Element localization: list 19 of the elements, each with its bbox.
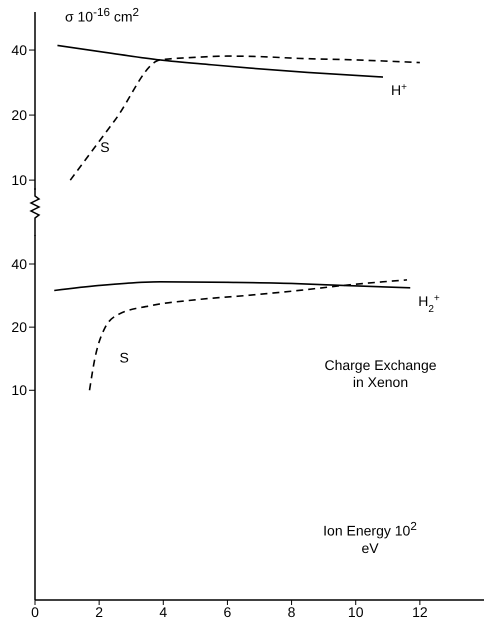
series-label: S [100,139,110,156]
y-axis-title: σ 10$^{-16}$ cm$^{2}$ [64,5,140,26]
series-label: S [120,349,129,366]
y-tick-label: 10 [11,382,28,398]
y-tick-label: 40 [11,256,28,272]
y-tick-label: 20 [11,319,28,336]
x-tick-label: 12 [412,604,428,618]
x-tick-label: 10 [348,604,364,618]
x-tick-label: 8 [288,604,296,618]
text: Ion Energy 10$^{2}$ eV [323,520,417,556]
y-tick-label: 10 [11,172,28,188]
x-tick-label: 0 [31,604,40,618]
y-tick-label: 20 [11,107,28,124]
x-tick-label: 4 [159,604,168,618]
y-tick-label: 40 [11,42,28,58]
series-label: H$^{+}$ [390,82,408,98]
x-tick-label: 2 [95,604,104,618]
x-tick-label: 6 [224,604,232,618]
annotation: Charge Exchange in Xenon [323,357,438,391]
